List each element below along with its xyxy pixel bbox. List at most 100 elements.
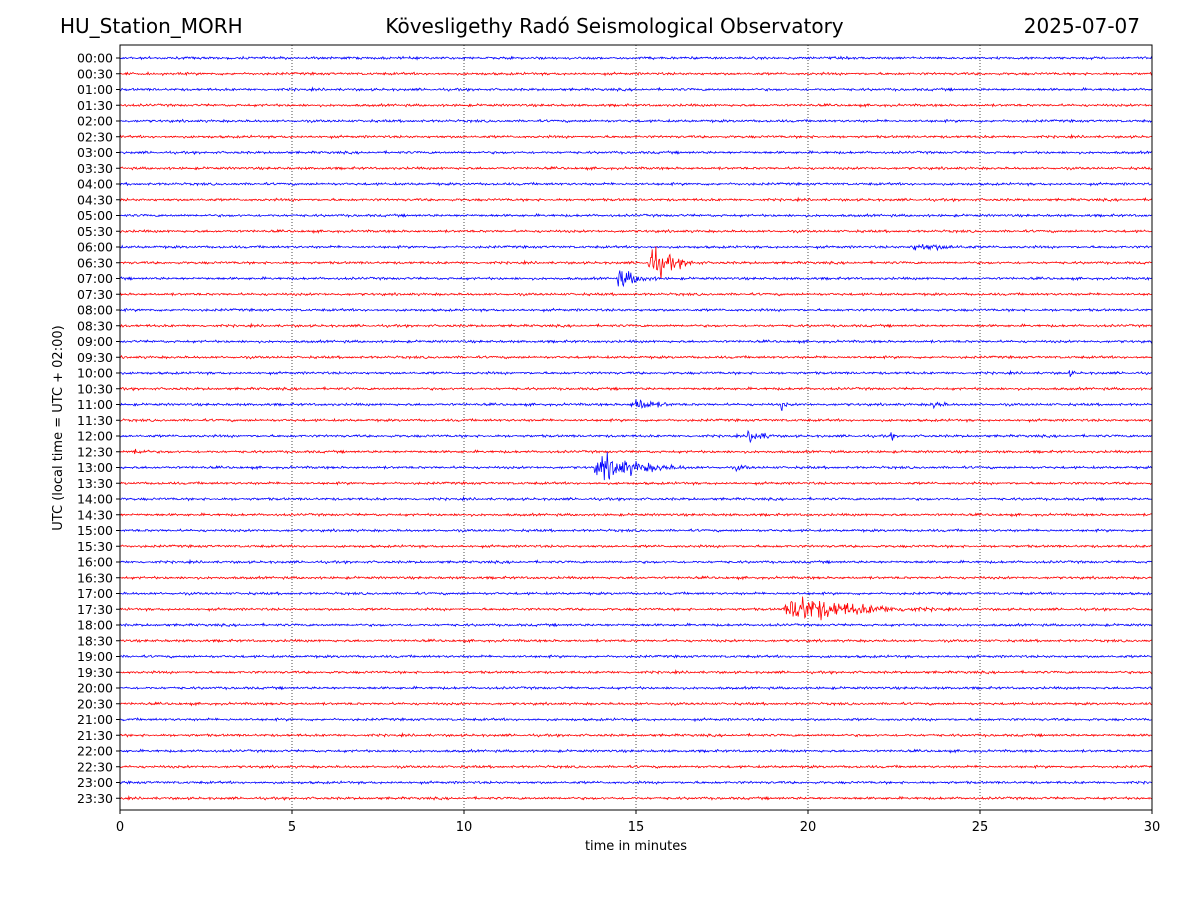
y-tick-label: 01:30 xyxy=(77,98,113,113)
trace-0500 xyxy=(119,213,1153,218)
y-tick-label: 15:30 xyxy=(77,539,113,554)
trace-1330 xyxy=(119,480,1153,487)
trace-0900 xyxy=(119,338,1153,345)
y-tick-label: 05:00 xyxy=(77,208,113,223)
x-tick-label: 5 xyxy=(288,820,296,835)
trace-2230 xyxy=(119,764,1153,770)
y-tick-label: 12:30 xyxy=(77,444,113,459)
y-tick-label: 20:00 xyxy=(77,681,113,696)
y-tick-label: 13:00 xyxy=(77,460,113,475)
y-tick-label: 23:30 xyxy=(77,791,113,806)
y-tick-label: 07:30 xyxy=(77,287,113,302)
y-tick-label: 09:30 xyxy=(77,350,113,365)
y-tick-label: 11:30 xyxy=(77,413,113,428)
y-tick-label: 19:00 xyxy=(77,649,113,664)
y-tick-label: 00:00 xyxy=(77,51,113,66)
station-name: HU_Station_MORH xyxy=(60,14,243,38)
plot-date: 2025-07-07 xyxy=(1023,14,1140,38)
y-tick-label: 11:00 xyxy=(77,397,113,412)
trace-1630 xyxy=(120,575,1153,581)
trace-1000 xyxy=(119,369,1152,377)
x-tick-label: 15 xyxy=(628,820,645,835)
trace-0230 xyxy=(119,133,1153,140)
y-tick-label: 04:30 xyxy=(77,192,113,207)
y-tick-label: 19:30 xyxy=(77,665,113,680)
trace-1530 xyxy=(119,543,1153,550)
trace-1830 xyxy=(119,638,1153,644)
y-tick-label: 10:00 xyxy=(77,366,113,381)
trace-1230 xyxy=(119,448,1153,455)
y-tick-label: 17:00 xyxy=(77,586,113,601)
trace-0200 xyxy=(119,118,1153,124)
trace-0600 xyxy=(119,243,1153,252)
trace-0930 xyxy=(119,354,1153,360)
trace-0800 xyxy=(119,307,1153,313)
y-tick-label: 12:00 xyxy=(77,429,113,444)
y-tick-label: 14:30 xyxy=(77,507,113,522)
trace-0630 xyxy=(119,246,1153,279)
trace-1700 xyxy=(119,590,1153,597)
y-tick-label: 15:00 xyxy=(77,523,113,538)
y-tick-label: 05:30 xyxy=(77,224,113,239)
y-tick-label: 14:00 xyxy=(77,492,113,507)
trace-1930 xyxy=(119,668,1153,675)
trace-0330 xyxy=(119,165,1153,171)
y-tick-label: 16:00 xyxy=(77,555,113,570)
y-tick-label: 03:30 xyxy=(77,161,113,176)
x-axis-label: time in minutes xyxy=(585,839,687,854)
trace-2200 xyxy=(119,748,1153,754)
trace-2030 xyxy=(119,701,1153,707)
trace-0300 xyxy=(119,149,1153,156)
y-tick-label: 04:00 xyxy=(77,177,113,192)
y-tick-label: 20:30 xyxy=(77,696,113,711)
y-tick-label: 09:00 xyxy=(77,334,113,349)
trace-0430 xyxy=(119,196,1153,203)
trace-0830 xyxy=(119,322,1153,329)
trace-1300 xyxy=(119,451,1153,481)
trace-1500 xyxy=(119,527,1153,534)
y-tick-label: 18:00 xyxy=(77,618,113,633)
y-axis-ticks: 00:0000:3001:0001:3002:0002:3003:0003:30… xyxy=(77,51,120,806)
trace-0400 xyxy=(119,181,1153,187)
trace-1030 xyxy=(119,386,1153,392)
x-tick-label: 30 xyxy=(1144,820,1161,835)
trace-0700 xyxy=(119,270,1153,288)
y-tick-label: 07:00 xyxy=(77,271,113,286)
y-tick-label: 18:30 xyxy=(77,633,113,648)
y-tick-label: 02:30 xyxy=(77,129,113,144)
trace-1130 xyxy=(119,417,1153,424)
trace-0130 xyxy=(119,102,1153,108)
trace-2130 xyxy=(119,731,1153,738)
trace-0100 xyxy=(119,86,1153,93)
trace-1800 xyxy=(119,622,1153,628)
grid-lines xyxy=(291,45,981,810)
y-tick-label: 06:00 xyxy=(77,240,113,255)
trace-0030 xyxy=(119,71,1153,77)
x-tick-label: 10 xyxy=(456,820,473,835)
y-tick-label: 02:00 xyxy=(77,114,113,129)
y-tick-label: 08:30 xyxy=(77,318,113,333)
trace-0000 xyxy=(119,55,1153,61)
y-tick-label: 13:30 xyxy=(77,476,113,491)
trace-1900 xyxy=(119,653,1153,660)
y-tick-label: 21:30 xyxy=(77,728,113,743)
y-axis-label: UTC (local time = UTC + 02:00) xyxy=(51,325,66,530)
y-tick-label: 16:30 xyxy=(77,570,113,585)
y-tick-label: 22:00 xyxy=(77,744,113,759)
y-tick-label: 22:30 xyxy=(77,759,113,774)
x-tick-label: 0 xyxy=(116,820,124,835)
y-tick-label: 21:00 xyxy=(77,712,113,727)
trace-1400 xyxy=(119,495,1153,502)
y-tick-label: 10:30 xyxy=(77,381,113,396)
x-tick-label: 25 xyxy=(972,820,989,835)
y-tick-label: 01:00 xyxy=(77,82,113,97)
trace-2300 xyxy=(119,780,1153,786)
y-tick-label: 23:00 xyxy=(77,775,113,790)
trace-1430 xyxy=(119,512,1153,518)
trace-0730 xyxy=(119,291,1153,297)
trace-2330 xyxy=(119,794,1153,801)
observatory-title: Kövesligethy Radó Seismological Observat… xyxy=(385,14,844,38)
trace-2100 xyxy=(119,717,1153,723)
trace-1600 xyxy=(119,558,1153,565)
